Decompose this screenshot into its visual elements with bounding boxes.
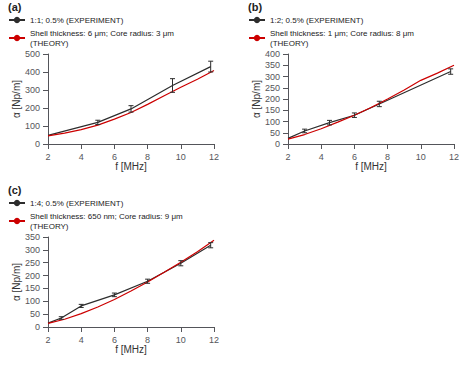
svg-text:500: 500 bbox=[25, 49, 40, 59]
svg-text:6: 6 bbox=[112, 335, 117, 345]
svg-text:50: 50 bbox=[270, 128, 280, 138]
svg-text:1:1; 0.5% (EXPERIMENT): 1:1; 0.5% (EXPERIMENT) bbox=[30, 16, 124, 25]
svg-text:350: 350 bbox=[265, 60, 280, 70]
svg-text:1:4; 0.5% (EXPERIMENT): 1:4; 0.5% (EXPERIMENT) bbox=[30, 199, 124, 208]
svg-text:8: 8 bbox=[145, 335, 150, 345]
svg-text:α [Np/m]: α [Np/m] bbox=[251, 80, 262, 118]
svg-text:150: 150 bbox=[265, 105, 280, 115]
svg-text:4: 4 bbox=[319, 152, 324, 162]
svg-text:100: 100 bbox=[25, 121, 40, 131]
svg-text:200: 200 bbox=[25, 103, 40, 113]
svg-text:250: 250 bbox=[265, 83, 280, 93]
svg-text:2: 2 bbox=[285, 152, 290, 162]
svg-text:f [MHz]: f [MHz] bbox=[115, 344, 147, 355]
svg-text:2: 2 bbox=[45, 335, 50, 345]
svg-text:(THEORY): (THEORY) bbox=[270, 39, 309, 48]
svg-text:(a): (a) bbox=[8, 1, 22, 13]
svg-text:1:2; 0.5% (EXPERIMENT): 1:2; 0.5% (EXPERIMENT) bbox=[270, 16, 364, 25]
svg-text:300: 300 bbox=[25, 245, 40, 255]
svg-text:(THEORY): (THEORY) bbox=[30, 39, 69, 48]
svg-text:400: 400 bbox=[265, 49, 280, 59]
svg-text:(c): (c) bbox=[8, 184, 22, 196]
svg-text:200: 200 bbox=[265, 94, 280, 104]
svg-text:12: 12 bbox=[209, 152, 219, 162]
svg-text:300: 300 bbox=[265, 72, 280, 82]
svg-text:100: 100 bbox=[25, 296, 40, 306]
svg-text:0: 0 bbox=[35, 139, 40, 149]
svg-text:2: 2 bbox=[45, 152, 50, 162]
svg-text:6: 6 bbox=[112, 152, 117, 162]
svg-text:Shell thickness: 1 μm; Core ra: Shell thickness: 1 μm; Core radius: 8 μm bbox=[270, 29, 414, 38]
svg-text:α [Np/m]: α [Np/m] bbox=[11, 80, 22, 118]
svg-text:400: 400 bbox=[25, 67, 40, 77]
svg-text:Shell thickness: 650 nm; Core: Shell thickness: 650 nm; Core radius: 9 … bbox=[30, 212, 183, 221]
svg-text:f [MHz]: f [MHz] bbox=[355, 161, 387, 172]
svg-text:8: 8 bbox=[145, 152, 150, 162]
svg-text:4: 4 bbox=[79, 335, 84, 345]
svg-text:100: 100 bbox=[265, 117, 280, 127]
svg-text:10: 10 bbox=[416, 152, 426, 162]
svg-text:0: 0 bbox=[275, 139, 280, 149]
svg-text:350: 350 bbox=[25, 232, 40, 242]
svg-text:f [MHz]: f [MHz] bbox=[115, 161, 147, 172]
svg-text:10: 10 bbox=[176, 152, 186, 162]
svg-text:50: 50 bbox=[30, 309, 40, 319]
svg-text:12: 12 bbox=[449, 152, 459, 162]
svg-text:8: 8 bbox=[385, 152, 390, 162]
svg-text:12: 12 bbox=[209, 335, 219, 345]
svg-text:300: 300 bbox=[25, 85, 40, 95]
svg-text:150: 150 bbox=[25, 283, 40, 293]
svg-text:Shell thickness: 6 μm; Core ra: Shell thickness: 6 μm; Core radius: 3 μm bbox=[30, 29, 174, 38]
svg-text:250: 250 bbox=[25, 258, 40, 268]
svg-text:(b): (b) bbox=[248, 1, 262, 13]
svg-text:200: 200 bbox=[25, 271, 40, 281]
svg-text:6: 6 bbox=[352, 152, 357, 162]
svg-text:4: 4 bbox=[79, 152, 84, 162]
svg-text:10: 10 bbox=[176, 335, 186, 345]
svg-text:α [Np/m]: α [Np/m] bbox=[11, 263, 22, 301]
svg-text:(THEORY): (THEORY) bbox=[30, 222, 69, 231]
svg-text:0: 0 bbox=[35, 322, 40, 332]
